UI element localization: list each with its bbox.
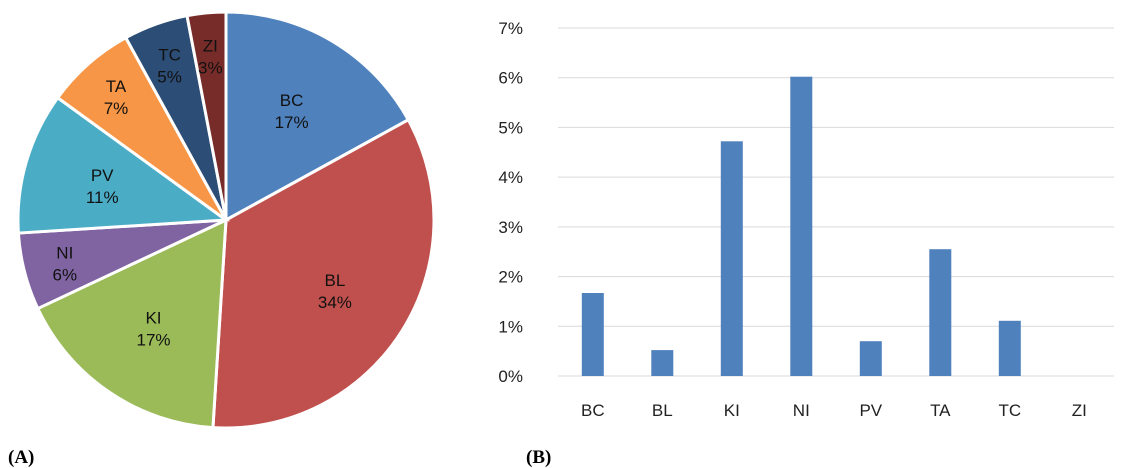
gridlines — [558, 27, 1114, 377]
y-tick-label: 5% — [498, 118, 523, 137]
pie-pct-zi: 3% — [198, 58, 223, 77]
pie-pct-tc: 5% — [157, 67, 182, 86]
pie-label-ni: NI — [56, 243, 73, 262]
pie-pct-ki: 17% — [136, 331, 170, 350]
x-tick-label-ta: TA — [930, 401, 951, 420]
bar-bc — [581, 293, 604, 376]
pie-chart: BC 17% BL 34% KI 17% NI 6% PV 11% TA 7% TC 5% ZI 3% — [16, 10, 436, 430]
pie-slice-bc — [224, 10, 411, 223]
pie-pct-pv: 11% — [86, 188, 119, 207]
pie-label-tc: TC — [158, 45, 181, 64]
y-tick-label: 1% — [498, 317, 523, 336]
pie-label-ki: KI — [145, 309, 161, 328]
y-tick-label: 7% — [498, 19, 523, 38]
pie-label-ta: TA — [106, 77, 127, 96]
y-tick-label: 4% — [498, 168, 523, 187]
x-axis-ticks: BC BL KI NI PV TA TC ZI — [581, 401, 1087, 420]
pie-label-bl: BL — [325, 271, 346, 290]
bar-chart: 0% 1% 2% 3% 4% 5% 6% 7% BC BL KI NI PV TA TC ZI — [498, 19, 1114, 420]
bars — [581, 76, 1021, 376]
x-tick-label-ni: NI — [793, 401, 810, 420]
pie-label-pv: PV — [91, 166, 114, 185]
pie-pct-ta: 7% — [104, 99, 129, 118]
pie-slice-pv — [16, 95, 231, 235]
bar-ni — [790, 76, 813, 376]
pie-slice-ki — [35, 217, 228, 430]
bar-pv — [859, 341, 882, 376]
y-tick-label: 0% — [498, 367, 523, 386]
y-tick-label: 2% — [498, 268, 523, 287]
bar-ki — [720, 141, 743, 376]
panel-label-b: (B) — [526, 447, 551, 468]
y-tick-label: 6% — [498, 69, 523, 88]
y-tick-label: 3% — [498, 218, 523, 237]
bar-bl — [651, 350, 674, 376]
pie-label-zi: ZI — [203, 36, 218, 55]
pie-pct-bl: 34% — [318, 293, 352, 312]
x-tick-label-bc: BC — [581, 401, 605, 420]
x-tick-label-bl: BL — [652, 401, 673, 420]
panel-label-a: (A) — [8, 447, 34, 468]
y-axis-ticks: 0% 1% 2% 3% 4% 5% 6% 7% — [498, 19, 523, 386]
pie-pct-bc: 17% — [275, 113, 309, 132]
pie-label-bc: BC — [280, 91, 304, 110]
x-tick-label-ki: KI — [724, 401, 740, 420]
x-tick-label-zi: ZI — [1072, 401, 1087, 420]
pie-pct-ni: 6% — [53, 265, 78, 284]
pie-slice-bl — [211, 117, 436, 430]
bar-tc — [998, 320, 1021, 376]
bar-ta — [929, 249, 952, 376]
x-tick-label-tc: TC — [998, 401, 1021, 420]
pie-slice-zi — [185, 10, 228, 221]
x-tick-label-pv: PV — [859, 401, 882, 420]
